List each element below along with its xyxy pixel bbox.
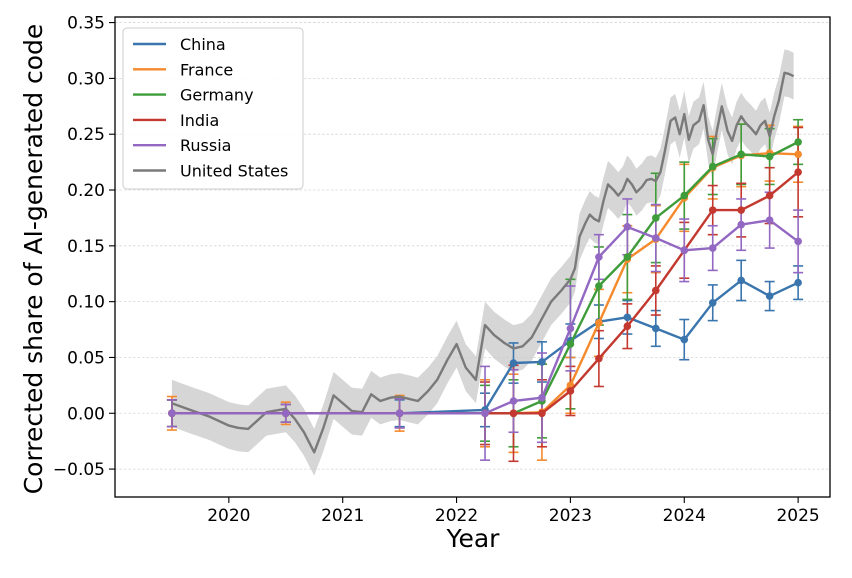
data-point-germany bbox=[680, 191, 689, 200]
data-point-russia bbox=[509, 397, 518, 405]
data-point-germany bbox=[708, 162, 717, 171]
data-point-germany bbox=[794, 138, 802, 146]
x-tick-label: 2025 bbox=[776, 506, 819, 526]
data-point-india bbox=[765, 191, 774, 200]
x-tick-label: 2020 bbox=[207, 506, 250, 526]
data-point-france bbox=[794, 150, 802, 159]
data-point-russia bbox=[623, 223, 632, 231]
data-point-russia bbox=[595, 253, 603, 261]
y-tick-label: 0.05 bbox=[67, 348, 105, 368]
data-point-china bbox=[737, 276, 745, 285]
data-point-india bbox=[509, 409, 518, 418]
legend-label-france: France bbox=[180, 60, 233, 79]
y-tick-label: 0.30 bbox=[67, 69, 105, 89]
data-point-china bbox=[680, 335, 689, 344]
legend-label-china: China bbox=[180, 35, 226, 54]
plot-frame bbox=[114, 16, 831, 498]
series bbox=[166, 71, 804, 463]
data-point-france bbox=[595, 319, 603, 327]
data-point-russia bbox=[652, 234, 660, 242]
axes: −0.05 0.00 0.05 0.10 0.15 0.20 0.25 0.30 0.35 202… bbox=[53, 14, 820, 526]
legend: China France Germany India Russia United Stat… bbox=[122, 27, 304, 190]
legend-label-russia: Russia bbox=[180, 136, 231, 155]
data-point-india bbox=[623, 322, 632, 331]
data-point-india bbox=[737, 206, 745, 214]
y-tick-label: 0.20 bbox=[67, 181, 105, 201]
data-point-russia bbox=[794, 237, 802, 246]
data-point-china bbox=[765, 292, 774, 300]
data-point-india bbox=[708, 206, 717, 214]
y-tick-label: −0.05 bbox=[53, 460, 105, 480]
data-point-russia bbox=[481, 409, 489, 418]
data-point-russia bbox=[168, 409, 176, 418]
y-tick-label: 0.25 bbox=[67, 125, 105, 145]
x-axis-label: Year bbox=[446, 524, 501, 553]
legend-box bbox=[122, 27, 304, 190]
data-point-russia bbox=[680, 246, 689, 255]
x-tick-label: 2021 bbox=[321, 506, 364, 526]
data-point-india bbox=[595, 354, 603, 363]
data-point-germany bbox=[737, 150, 745, 159]
data-point-russia bbox=[708, 244, 717, 252]
data-point-china bbox=[623, 313, 632, 322]
data-point-china bbox=[538, 358, 546, 366]
data-point-india bbox=[538, 409, 546, 418]
data-point-germany bbox=[595, 282, 603, 290]
data-point-russia bbox=[538, 393, 546, 402]
legend-label-germany: Germany bbox=[180, 86, 254, 105]
data-point-germany bbox=[652, 214, 660, 222]
confidence-band-united-states bbox=[171, 49, 794, 476]
x-tick-label: 2022 bbox=[435, 506, 478, 526]
data-point-china bbox=[794, 278, 802, 287]
data-point-russia bbox=[765, 216, 774, 224]
y-tick-label: 0.35 bbox=[67, 14, 105, 34]
data-point-russia bbox=[281, 409, 290, 418]
series-line-united-states bbox=[171, 71, 795, 454]
y-tick-label: 0.10 bbox=[67, 293, 105, 313]
data-point-russia bbox=[566, 324, 575, 333]
data-point-china bbox=[708, 298, 717, 307]
data-point-china bbox=[509, 359, 518, 367]
data-point-india bbox=[566, 387, 575, 395]
data-point-russia bbox=[395, 409, 404, 418]
data-point-russia bbox=[737, 220, 745, 229]
data-point-india bbox=[652, 286, 660, 295]
legend-label-india: India bbox=[180, 111, 219, 130]
data-point-germany bbox=[566, 340, 575, 348]
y-tick-label: 0.15 bbox=[67, 237, 105, 257]
y-axis-label: Corrected share of AI-generated code bbox=[19, 24, 48, 495]
data-point-germany bbox=[623, 253, 632, 261]
x-tick-label: 2023 bbox=[549, 506, 592, 526]
legend-label-united-states: United States bbox=[180, 162, 288, 181]
x-tick-label: 2024 bbox=[663, 506, 706, 526]
confidence-bands bbox=[171, 49, 794, 476]
data-point-germany bbox=[765, 152, 774, 161]
y-tick-label: 0.00 bbox=[67, 404, 105, 424]
data-point-china bbox=[652, 324, 660, 333]
data-point-india bbox=[794, 168, 802, 176]
